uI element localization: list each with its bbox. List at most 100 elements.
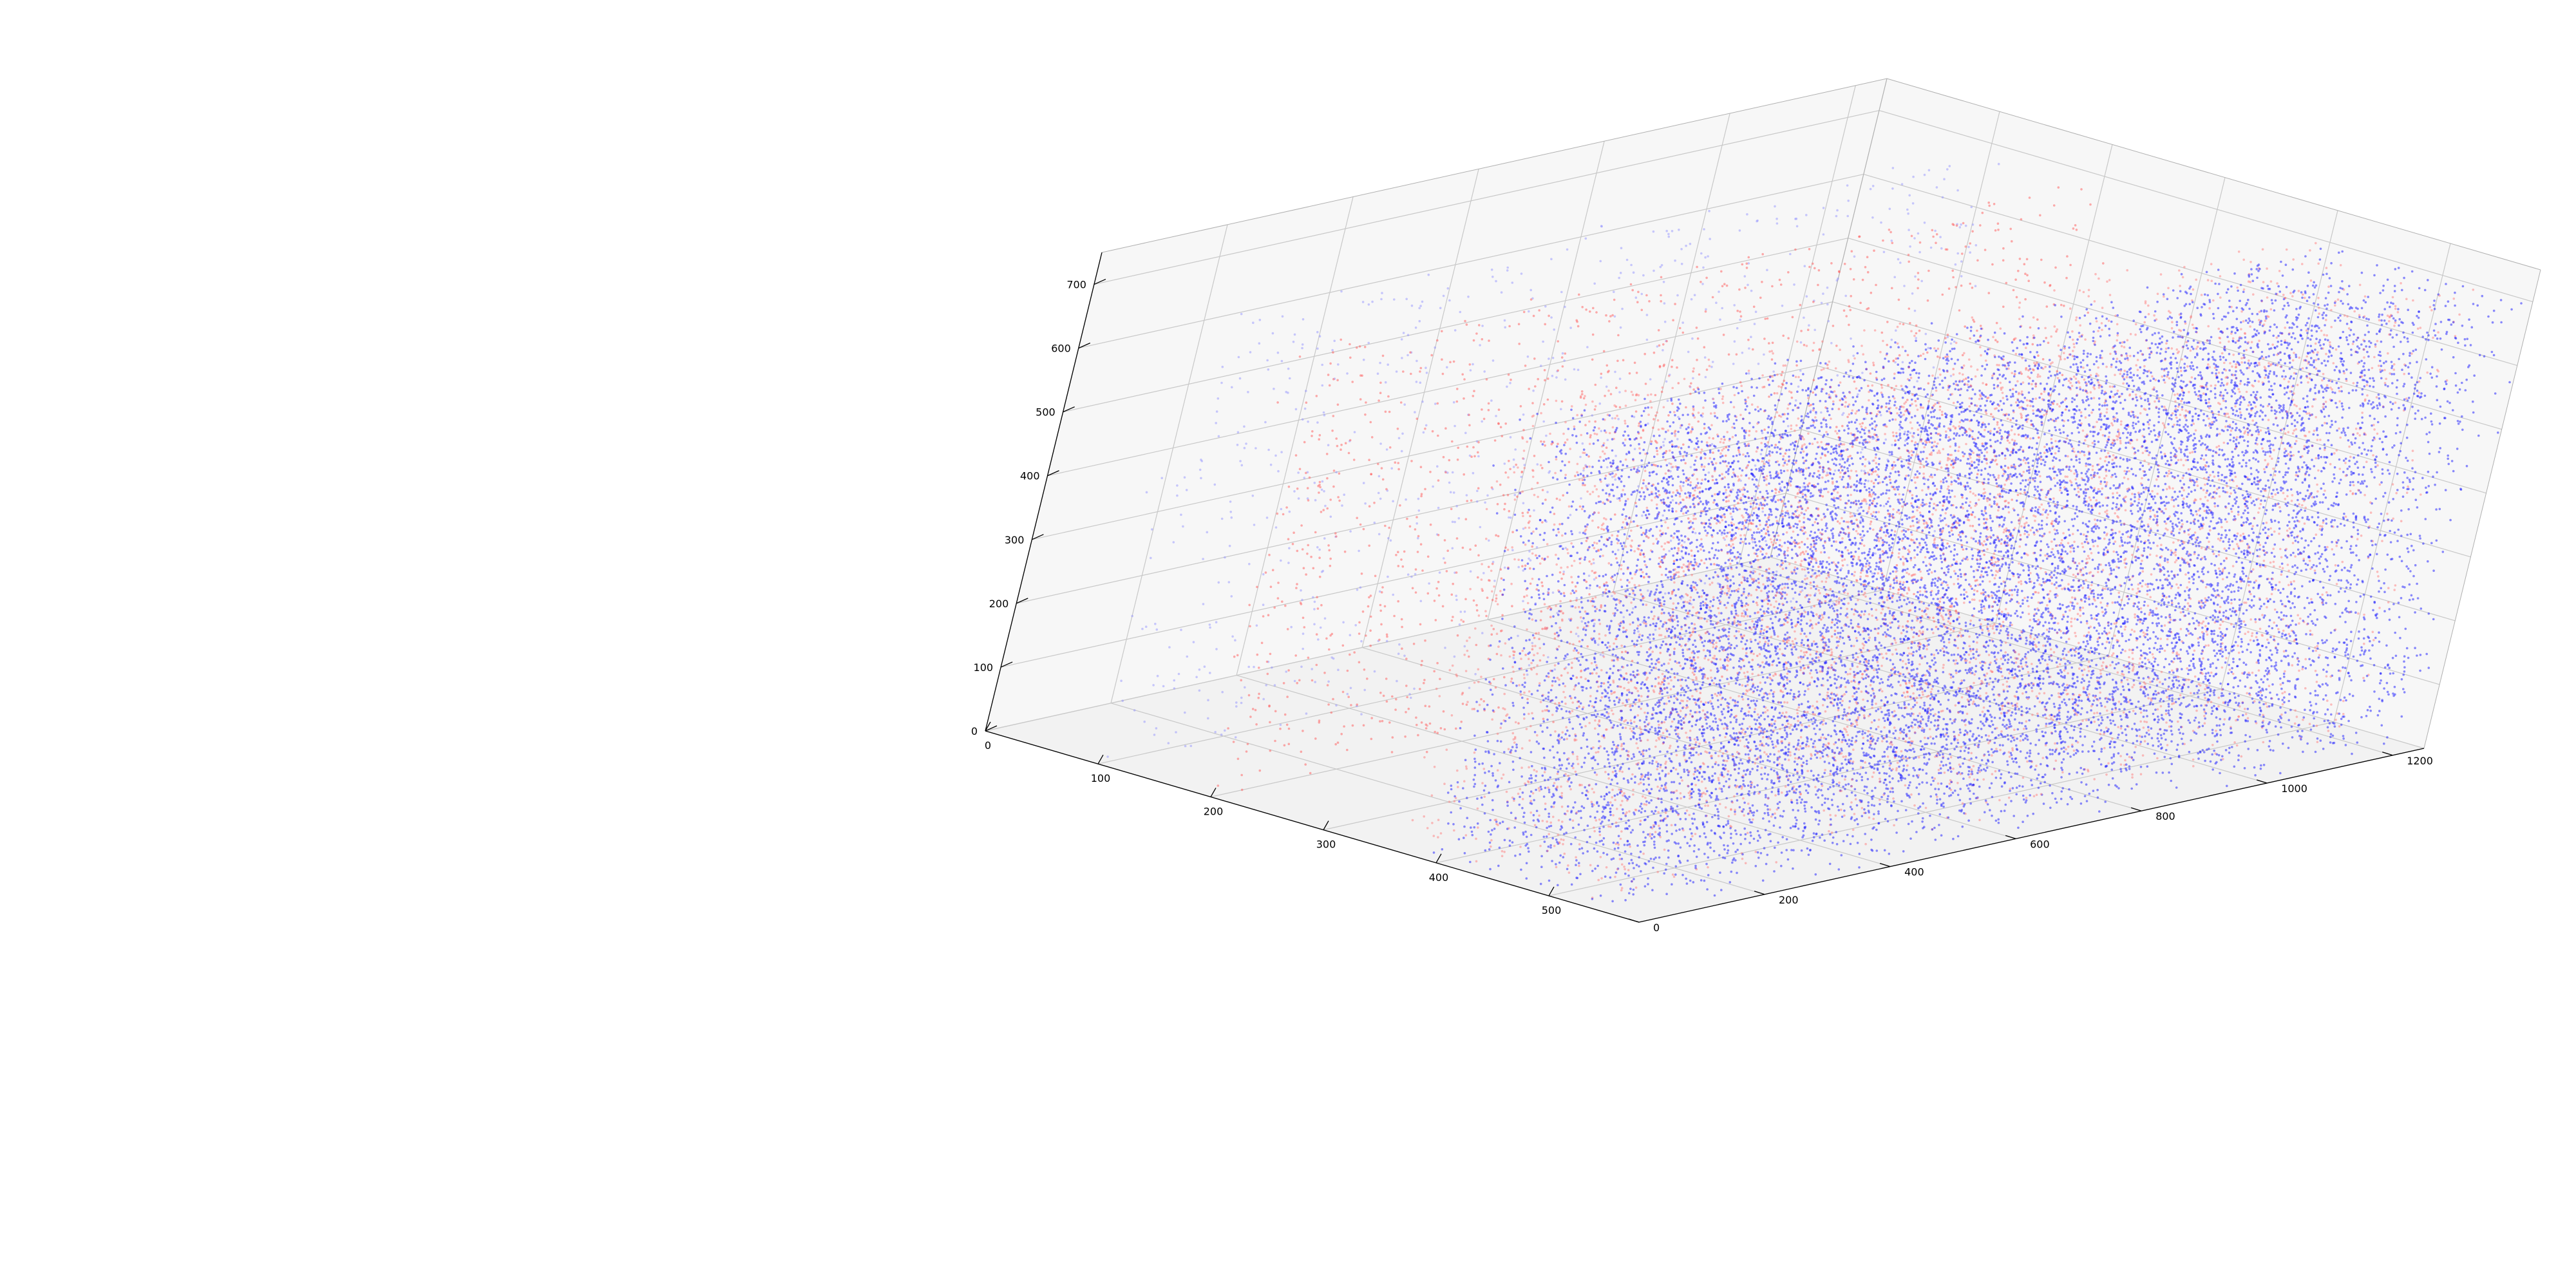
scatter-point <box>1531 475 1535 478</box>
scatter-point <box>1692 367 1695 370</box>
scatter-point <box>1541 467 1544 469</box>
scatter-point <box>2106 280 2108 283</box>
scatter-point <box>1258 342 1261 345</box>
scatter-point <box>1940 247 1943 250</box>
scatter-point <box>2124 357 2126 360</box>
scatter-point <box>1318 491 1320 494</box>
scatter-point <box>1973 673 1976 676</box>
scatter-point <box>1430 794 1434 797</box>
scatter-point <box>1466 639 1468 642</box>
scatter-point <box>1850 295 1852 298</box>
scatter-point <box>1452 491 1455 494</box>
scatter-point <box>1741 540 1744 544</box>
scatter-point <box>1227 581 1231 583</box>
scatter-point <box>1956 189 1959 192</box>
scatter-point <box>2192 327 2195 330</box>
scatter-point <box>1774 745 1777 748</box>
scatter-point <box>1754 708 1756 710</box>
scatter-point <box>1277 469 1280 473</box>
scatter-point <box>1882 251 1886 254</box>
scatter-point <box>1363 688 1366 692</box>
scatter-point <box>1145 491 1148 494</box>
scatter-point <box>1794 566 1797 569</box>
scatter-point <box>1365 401 1367 404</box>
scatter-point <box>1961 496 1964 499</box>
scatter-point <box>1917 287 1919 290</box>
scatter-point <box>2019 492 2022 495</box>
scatter-point <box>1794 625 1797 627</box>
scatter-point <box>2238 462 2241 465</box>
scatter-point <box>1799 359 1803 363</box>
scatter-point <box>1307 544 1309 547</box>
scatter-point <box>1721 574 1725 578</box>
scatter-point <box>1531 792 1535 795</box>
scatter-point <box>1850 551 1853 554</box>
scatter-point <box>2053 528 2056 531</box>
scatter-point <box>1989 432 1992 435</box>
scatter-point <box>1318 721 1321 724</box>
scatter-point <box>1753 323 1756 325</box>
scatter-point <box>2208 401 2210 404</box>
scatter-point <box>1802 450 1805 453</box>
scatter-point <box>2093 300 2096 303</box>
scatter-point <box>2078 667 2081 670</box>
scatter-point <box>1823 488 1826 491</box>
scatter-point <box>1535 632 1537 635</box>
scatter-point <box>1531 641 1534 645</box>
scatter-point <box>1810 676 1814 679</box>
scatter-point <box>1677 733 1680 735</box>
scatter-point <box>1739 381 1742 384</box>
scatter-point <box>1377 491 1380 495</box>
scatter-point <box>2095 317 2098 320</box>
scatter-point <box>1576 462 1579 466</box>
scatter-point <box>1310 555 1312 558</box>
scatter-point <box>1968 462 1971 465</box>
scatter-point <box>2116 314 2119 317</box>
scatter-point <box>1533 824 1537 827</box>
scatter-point <box>1785 593 1788 596</box>
scatter-point <box>1681 649 1684 651</box>
scatter-point <box>1896 342 1899 345</box>
scatter-point <box>1667 414 1670 417</box>
scatter-point <box>1766 417 1769 420</box>
scatter-point <box>1329 362 1332 365</box>
scatter-point <box>1947 699 1950 701</box>
scatter-point <box>1685 496 1688 499</box>
scatter-point <box>1477 576 1479 579</box>
scatter-point <box>1501 777 1503 780</box>
scatter-point <box>1979 325 1982 327</box>
scatter-point <box>1707 358 1710 361</box>
scatter-point <box>2018 306 2021 309</box>
scatter-point <box>1899 456 1902 459</box>
scatter-point <box>1437 506 1440 509</box>
scatter-point <box>2031 663 2033 665</box>
scatter-point <box>2237 589 2240 592</box>
scatter-point <box>1258 319 1262 321</box>
scatter-point <box>1659 787 1662 790</box>
scatter-point <box>2086 688 2089 690</box>
scatter-point <box>1960 696 1964 699</box>
scatter-point <box>1743 609 1745 612</box>
scatter-point <box>1663 437 1666 440</box>
scatter-point <box>1484 501 1486 504</box>
scatter-point <box>2104 325 2107 327</box>
scatter-point <box>2215 555 2218 558</box>
scatter-point <box>1609 393 1613 395</box>
scatter-point <box>1650 440 1653 443</box>
scatter-point <box>1431 430 1434 433</box>
scatter-point <box>1406 354 1409 357</box>
scatter-point <box>1323 672 1326 674</box>
scatter-point <box>1721 449 1723 451</box>
scatter-point <box>2054 715 2056 718</box>
scatter-point <box>2073 488 2076 491</box>
scatter-point <box>2216 584 2219 587</box>
scatter-point <box>1577 325 1580 328</box>
scatter-point <box>1636 301 1639 304</box>
scatter-point <box>1624 493 1626 496</box>
scatter-point <box>2119 545 2121 547</box>
scatter-point <box>1922 466 1926 468</box>
scatter-point <box>1948 545 1951 548</box>
scatter-point <box>1464 518 1468 520</box>
scatter-point <box>1539 464 1542 467</box>
scatter-point <box>1589 695 1592 697</box>
